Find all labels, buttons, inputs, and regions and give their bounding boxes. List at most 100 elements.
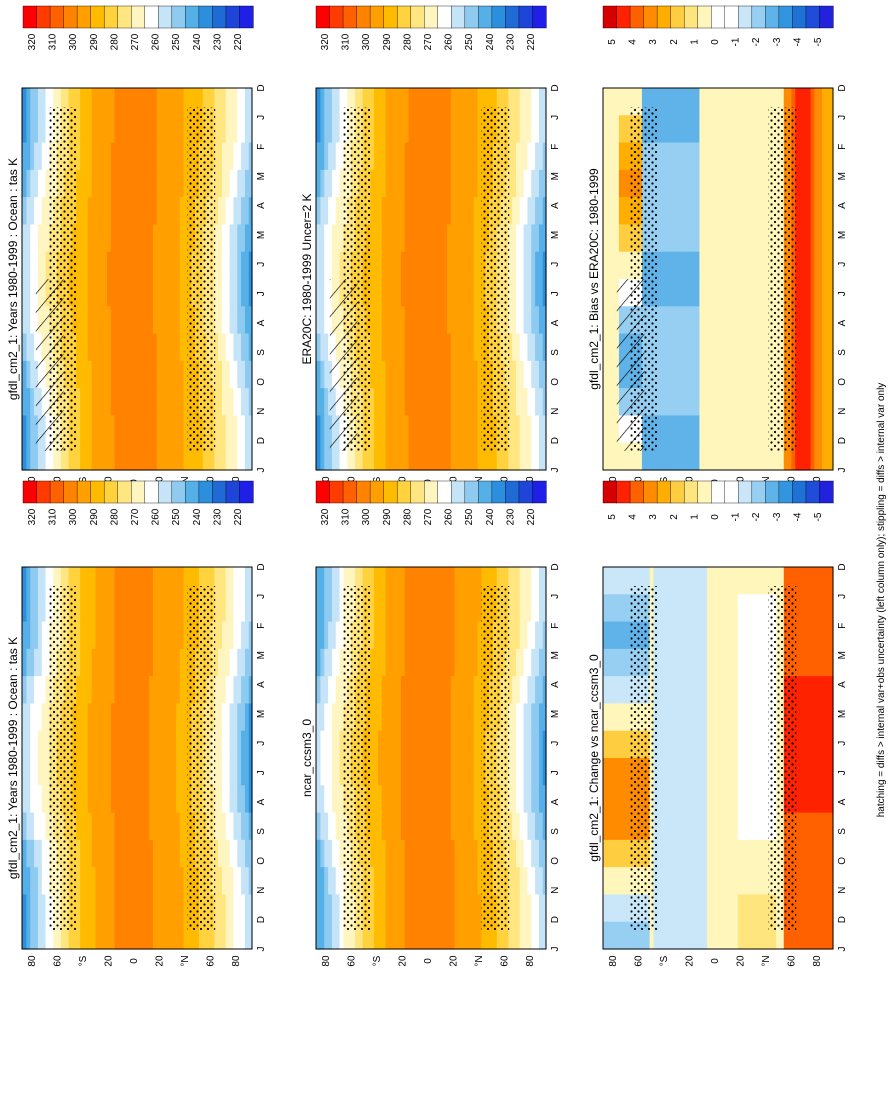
heat-cell <box>392 169 398 198</box>
heat-cell <box>672 442 677 471</box>
heat-cell <box>821 251 826 280</box>
heat-cell <box>427 306 432 335</box>
heat-cell <box>125 839 130 868</box>
heat-cell <box>679 333 685 362</box>
heat-cell <box>114 921 119 950</box>
heat-cell <box>718 197 723 226</box>
heat-cell <box>400 333 405 362</box>
heat-cell <box>744 594 750 623</box>
heat-cell <box>79 115 84 144</box>
heat-cell <box>817 812 823 841</box>
heat-cell <box>335 785 340 814</box>
heat-cell <box>25 388 31 417</box>
heat-cell <box>400 360 405 389</box>
heat-cell <box>175 730 180 759</box>
heat-cell <box>140 894 146 923</box>
heat-cell <box>87 169 92 198</box>
heat-cell <box>179 279 184 307</box>
colorbar-label: 230 <box>505 33 516 50</box>
heat-cell <box>163 812 169 841</box>
heat-cell <box>810 621 815 650</box>
heat-cell <box>431 648 436 677</box>
heat-cell <box>454 648 459 677</box>
heat-cell <box>140 730 146 759</box>
heat-cell <box>813 921 819 950</box>
heat-cell <box>248 333 253 362</box>
panel-title: gfdl_cm2_1: Bias vs ERA20C: 1980-1999 <box>587 168 601 390</box>
heat-cell <box>794 224 800 253</box>
heat-cell <box>217 415 222 444</box>
heat-cell <box>183 785 188 814</box>
heat-cell <box>25 442 31 471</box>
heat-cell <box>477 333 482 362</box>
heat-cell <box>25 812 31 841</box>
heat-cell <box>396 621 401 650</box>
month-tick: O <box>256 857 267 865</box>
heat-cell <box>79 251 84 280</box>
heat-cell <box>829 621 834 650</box>
heat-cell <box>179 621 184 650</box>
heat-cell <box>87 360 92 389</box>
heat-cell <box>461 415 467 444</box>
heat-cell <box>331 169 336 198</box>
heat-cell <box>438 142 444 171</box>
heat-cell <box>33 306 38 335</box>
heat-cell <box>718 785 723 814</box>
heat-cell <box>225 785 230 814</box>
heat-cell <box>507 333 513 362</box>
panel-6: gfdl_cm2_1: Change vs ncar_ccsm3_08060°N… <box>587 480 848 967</box>
heat-cell <box>319 169 325 198</box>
heat-cell <box>450 839 455 868</box>
heat-cell <box>687 169 692 198</box>
colorbar-label: 240 <box>485 33 496 50</box>
heat-cell <box>87 867 92 896</box>
heat-cell <box>515 251 520 280</box>
heat-cell <box>442 360 447 389</box>
heat-cell <box>365 921 371 950</box>
lat-tick: 20 <box>155 955 166 967</box>
heat-cell <box>137 142 142 171</box>
heat-cell <box>473 279 478 307</box>
heat-cell <box>438 703 444 732</box>
heat-cell <box>102 197 107 226</box>
heat-cell <box>144 442 150 471</box>
heat-cell <box>98 224 104 253</box>
heat-cell <box>434 867 440 896</box>
heat-cell <box>813 758 819 786</box>
heat-cell <box>236 142 242 171</box>
heat-cell <box>179 224 184 253</box>
heat-cell <box>117 88 123 116</box>
heat-cell <box>167 730 173 759</box>
colorbar-swatch <box>410 480 425 504</box>
heat-cell <box>167 388 173 417</box>
heat-cell <box>396 648 401 677</box>
heat-cell <box>323 115 329 144</box>
heat-cell <box>56 567 61 595</box>
heat-cell <box>148 676 153 705</box>
heat-cell <box>721 415 727 444</box>
heat-cell <box>94 415 100 444</box>
heat-cell <box>171 812 176 841</box>
heat-cell <box>388 812 394 841</box>
heat-cell <box>240 279 245 307</box>
heat-cell <box>523 224 528 253</box>
heat-cell <box>419 88 424 116</box>
heat-cell <box>140 594 146 623</box>
heat-cell <box>427 621 432 650</box>
heat-cell <box>802 894 807 923</box>
heat-cell <box>434 169 440 198</box>
heat-cell <box>167 115 173 144</box>
heat-cell <box>125 567 130 595</box>
heat-cell <box>114 197 119 226</box>
heat-cell <box>114 306 119 335</box>
heat-cell <box>221 142 226 171</box>
heat-cell <box>385 115 390 144</box>
heat-cell <box>75 251 81 280</box>
heat-cell <box>465 115 470 144</box>
heat-cell <box>714 921 719 950</box>
heat-cell <box>626 142 631 171</box>
heat-cell <box>358 88 363 116</box>
heat-cell <box>523 306 528 335</box>
heat-cell <box>229 894 234 923</box>
heat-cell <box>737 224 742 253</box>
